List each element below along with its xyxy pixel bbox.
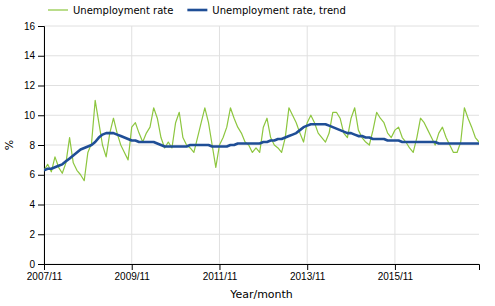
x-tick-label: 2009/11 (115, 271, 151, 282)
grid-line-y (44, 204, 479, 205)
x-axis-line (45, 265, 480, 271)
y-tick: 0 (29, 259, 44, 270)
legend-label: Unemployment rate (73, 5, 173, 16)
y-tick-label: 8 (29, 140, 35, 151)
lines (44, 100, 479, 180)
y-tick: 16 (24, 21, 44, 32)
series-line (44, 100, 479, 180)
y-axis-line (38, 27, 45, 265)
y-tick-mark (38, 26, 44, 27)
y-axis-title: % (3, 140, 16, 150)
y-tick: 8 (29, 140, 44, 151)
grid-line-x (394, 26, 395, 264)
x-tick-mark (395, 264, 396, 270)
chart: 2007/11 2009/11 2011/11 2013/11 2015/11 0 2 4 6 8… (0, 0, 495, 306)
y-tick-label: 2 (29, 229, 35, 240)
x-tick-label: 2007/11 (27, 271, 63, 282)
x-tick-label: 2011/11 (203, 271, 238, 282)
legend-item: Unemployment rate, trend (187, 5, 345, 16)
x-tick: 2011/11 (203, 264, 238, 282)
plot: 2007/11 2009/11 2011/11 2013/11 2015/11 0 2 4 6 8… (24, 21, 480, 282)
y-tick-mark (38, 175, 44, 176)
series-line (44, 124, 479, 170)
y-tick-label: 0 (29, 259, 35, 270)
grid-line-x (307, 26, 308, 264)
x-tick: 2009/11 (115, 264, 151, 282)
y-tick-mark (38, 264, 44, 265)
grid-line-y (44, 85, 479, 86)
grid-line-y (44, 55, 479, 56)
y-axis: 0 2 4 6 8 10 12 14 16 (24, 21, 45, 270)
y-tick-mark (38, 205, 44, 206)
grid-line-x (131, 26, 132, 264)
legend-swatch (48, 9, 68, 10)
grid-line-y (44, 115, 479, 116)
x-tick-mark (219, 264, 220, 270)
y-tick-label: 10 (24, 110, 36, 121)
x-axis-title: Year/month (229, 288, 293, 301)
y-tick: 2 (29, 229, 44, 240)
legend-swatch (187, 9, 207, 12)
y-tick-mark (38, 145, 44, 146)
grid-line-y (44, 234, 479, 235)
grid (44, 26, 479, 264)
legend-item: Unemployment rate (48, 5, 173, 16)
y-tick-label: 12 (24, 80, 36, 91)
legend: Unemployment rate Unemployment rate, tren… (48, 5, 346, 16)
legend-label: Unemployment rate, trend (212, 5, 345, 16)
y-tick: 10 (24, 110, 44, 121)
y-tick: 12 (24, 80, 44, 91)
y-tick-label: 6 (29, 169, 35, 180)
x-tick: 2013/11 (290, 264, 326, 282)
x-tick-mark (132, 264, 133, 270)
y-tick-label: 14 (24, 50, 36, 61)
x-tick-label: 2015/11 (378, 271, 414, 282)
grid-line-y (44, 145, 479, 146)
y-tick-label: 4 (29, 199, 35, 210)
y-tick-label: 16 (24, 21, 36, 32)
y-tick-mark (38, 115, 44, 116)
y-tick-mark (38, 234, 44, 235)
y-tick: 14 (24, 50, 44, 61)
y-tick-mark (38, 86, 44, 87)
y-tick-mark (38, 56, 44, 57)
grid-line-y (44, 174, 479, 175)
x-tick-mark (307, 264, 308, 270)
y-tick: 6 (29, 169, 44, 180)
x-axis: 2007/11 2009/11 2011/11 2013/11 2015/11 (27, 264, 480, 282)
grid-line-y (44, 26, 479, 27)
x-tick-label: 2013/11 (290, 271, 326, 282)
x-tick: 2015/11 (378, 264, 414, 282)
y-tick: 4 (29, 199, 44, 210)
